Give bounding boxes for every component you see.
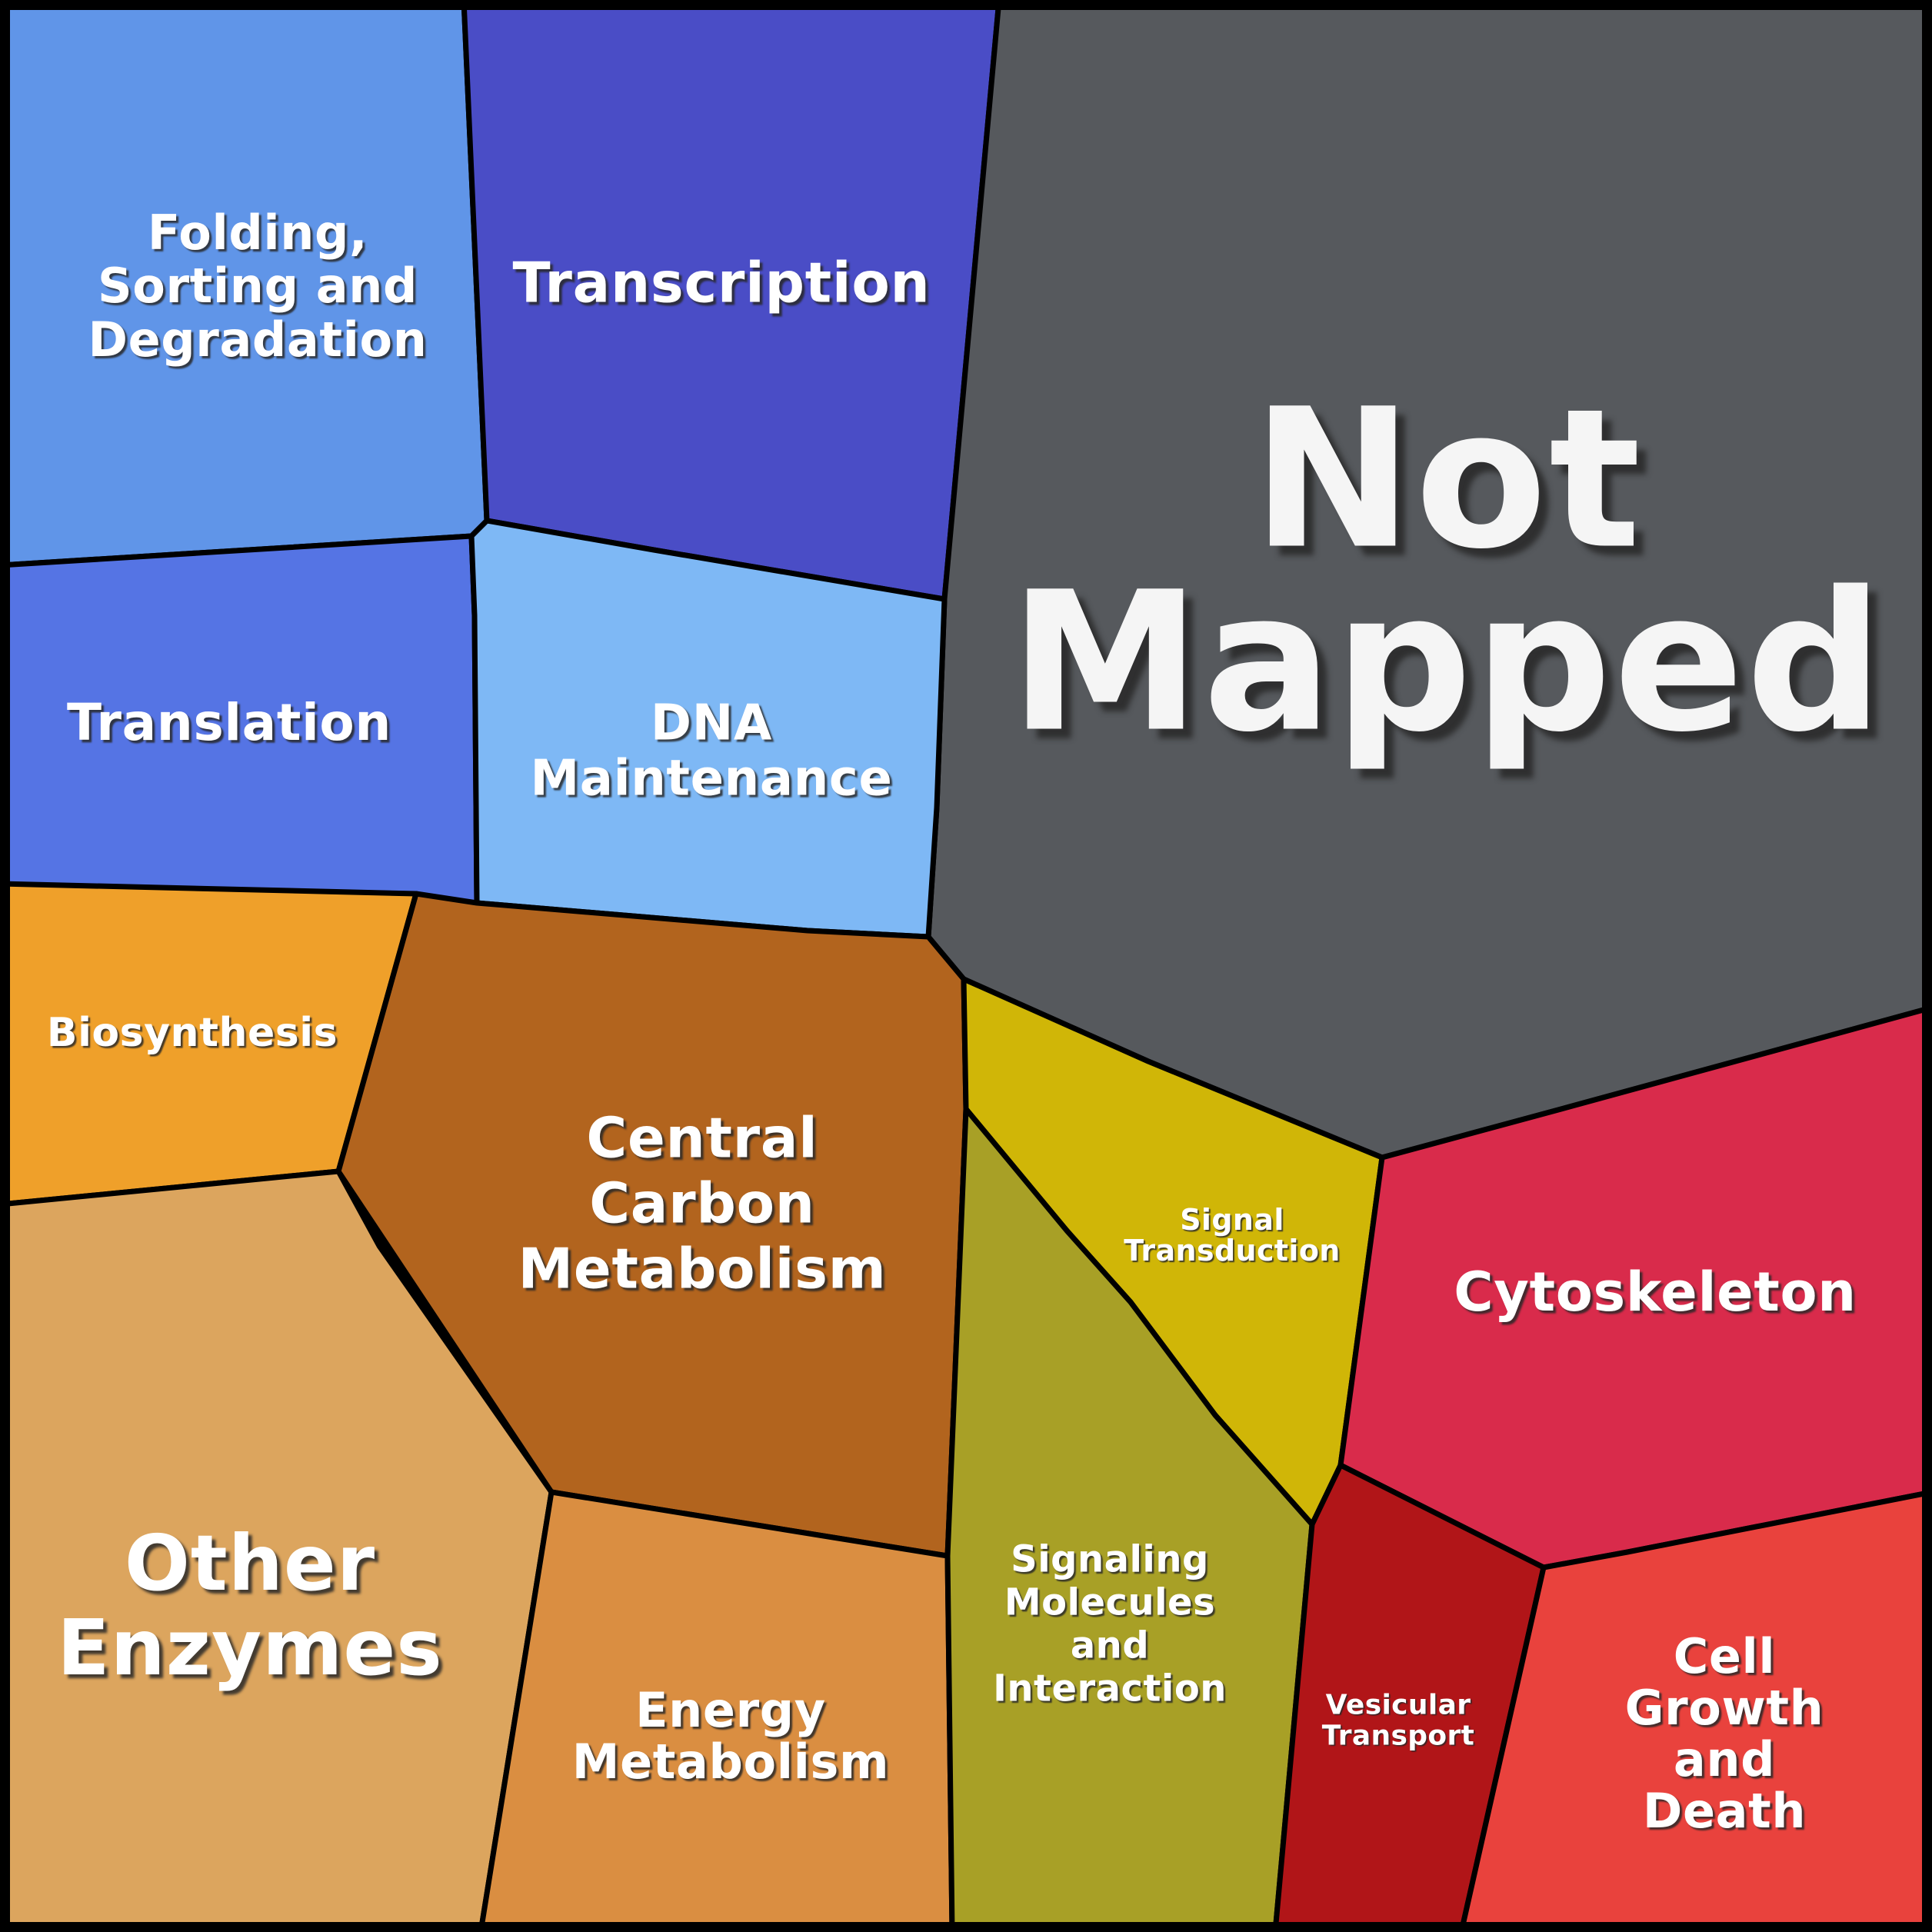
cell-vesicular-transport[interactable] bbox=[1272, 1462, 1547, 1932]
cell-folding-sorting-degradation[interactable] bbox=[0, 0, 490, 568]
cell-translation[interactable] bbox=[0, 533, 480, 906]
cell-not-mapped[interactable] bbox=[925, 0, 1932, 1161]
cell-energy-metabolism[interactable] bbox=[478, 1489, 955, 1932]
cell-transcription[interactable] bbox=[461, 0, 1002, 602]
cell-growth-and-death[interactable] bbox=[1458, 1489, 1932, 1932]
